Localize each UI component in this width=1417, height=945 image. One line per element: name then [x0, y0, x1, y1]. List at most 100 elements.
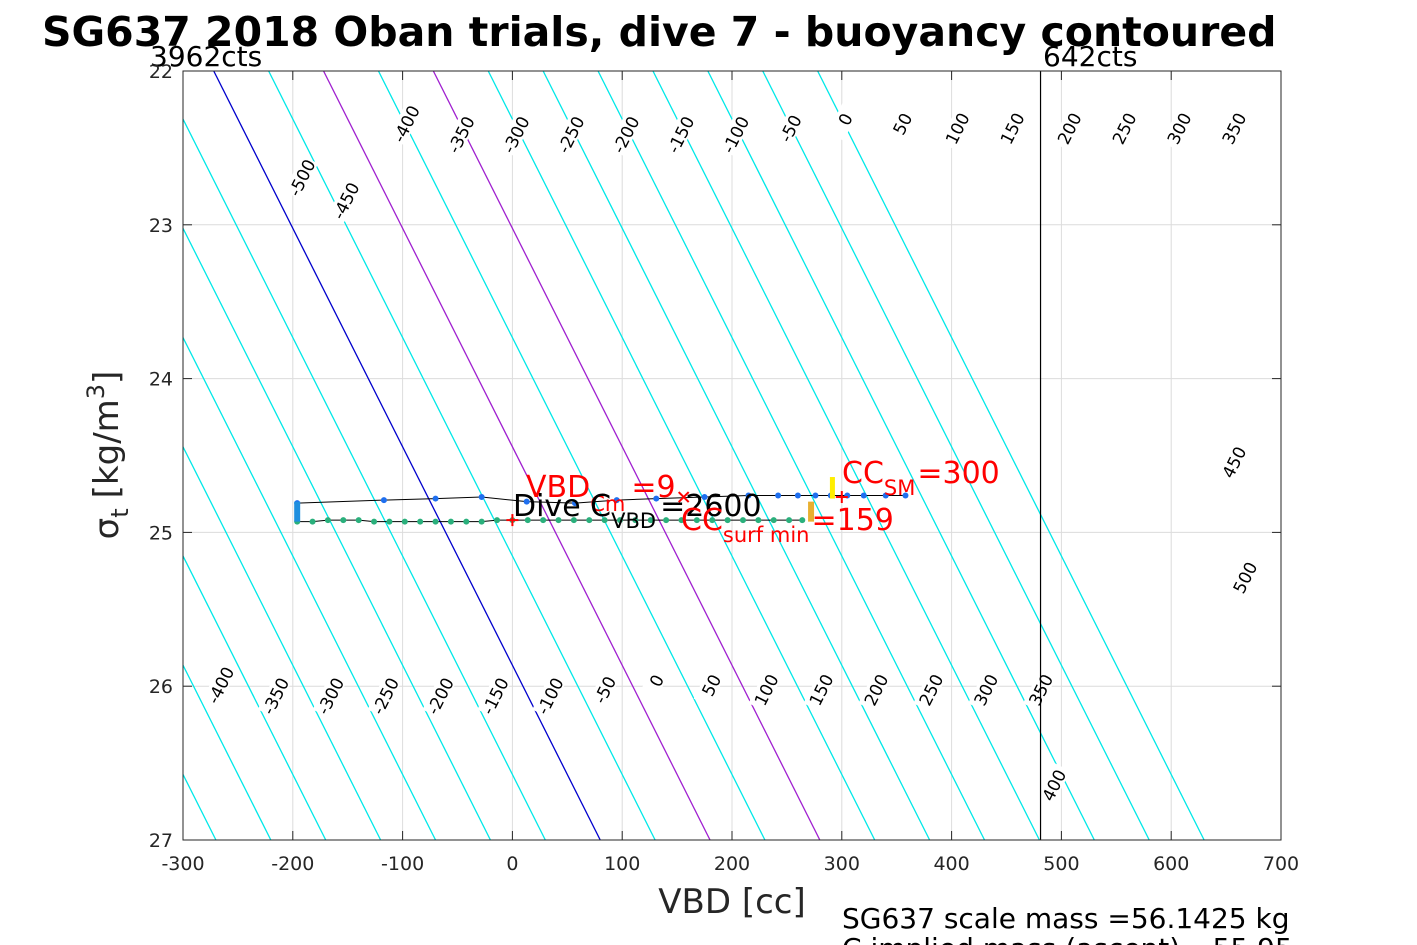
contour-line — [707, 71, 1095, 840]
y-axis-label-sup: 3 — [82, 384, 110, 399]
contour-label-bg — [553, 112, 588, 157]
contour-line — [183, 445, 382, 840]
cc-sm-sub: SM — [884, 476, 915, 500]
contour-line — [322, 71, 711, 840]
contour-label-bg — [1106, 106, 1141, 151]
contour-label-bg — [693, 662, 728, 707]
contour-label-bg — [312, 673, 347, 718]
x-tick-label: 400 — [933, 853, 969, 875]
contour-label: 0 — [638, 658, 673, 703]
contour-label-bg — [327, 178, 363, 223]
vbd-cm-main: VBD — [526, 470, 590, 505]
marker-symbols — [506, 491, 848, 527]
series-point — [701, 494, 708, 501]
series-point — [371, 518, 378, 525]
contour-label-bg — [587, 667, 622, 712]
series-point — [478, 518, 485, 525]
series-point — [401, 518, 408, 525]
left-point-cluster — [294, 501, 301, 522]
series-point — [775, 492, 782, 499]
vbd-cm-annotation: VBDCm =9 — [526, 470, 676, 516]
contour-label-bg — [367, 673, 402, 718]
series-point — [309, 518, 316, 525]
x-tick-label: 100 — [604, 853, 640, 875]
contour-line — [432, 71, 821, 840]
contour-line — [268, 71, 656, 840]
y-axis-label-main: σ — [87, 518, 127, 540]
y-tick-label: 23 — [149, 215, 173, 237]
x-tick-label: 200 — [714, 853, 750, 875]
y-axis-label: σt [kg/m3] — [82, 371, 134, 540]
footer-implied-mass: C implied mass (ascent) =55.95 — [842, 932, 1293, 945]
series-point — [432, 518, 439, 525]
y-axis-label-unit: [kg/m — [87, 399, 127, 498]
contour-label-bg — [748, 667, 783, 712]
series-point — [794, 492, 801, 499]
series-point — [882, 492, 889, 499]
contour-label-bg — [1216, 439, 1251, 484]
dive-c-annotation: Dive CVBD =2600 — [513, 489, 762, 533]
x-tick-label: -300 — [161, 853, 204, 875]
contour-label-bg — [803, 667, 838, 712]
x-tick-label: 300 — [824, 853, 860, 875]
series-point — [745, 492, 752, 499]
contour-line — [183, 554, 327, 840]
x-axis-label: VBD [cc] — [658, 882, 806, 922]
contour-label-bg — [1051, 106, 1086, 151]
y-tick-label: 22 — [149, 61, 173, 83]
contour-label-bg — [1036, 762, 1071, 807]
contour-label-bg — [532, 673, 567, 718]
cc-surf-main: CC — [681, 503, 723, 538]
series-point — [647, 517, 654, 524]
contour-label: 0 — [827, 96, 862, 141]
series-point — [380, 497, 387, 504]
contour-label-bg — [1161, 106, 1196, 151]
x-tick-label: -200 — [271, 853, 314, 875]
contour-label-bg — [994, 106, 1029, 151]
contour-label-bg — [884, 101, 919, 146]
series-point — [653, 495, 660, 502]
series-point — [432, 495, 439, 502]
series-point — [417, 518, 424, 525]
series-point — [540, 517, 547, 524]
contour-line — [183, 226, 492, 840]
x-tick-label: 600 — [1153, 853, 1189, 875]
contour-label-bg — [717, 112, 752, 157]
x-tick-label: 0 — [506, 853, 518, 875]
series-point — [555, 517, 562, 524]
series-point — [601, 517, 608, 524]
contour-label-bg — [257, 673, 292, 718]
series-point — [739, 517, 746, 524]
chart-title: SG637 2018 Oban trials, dive 7 - buoyanc… — [42, 8, 1276, 56]
series-point — [724, 517, 731, 524]
series-point — [355, 517, 362, 524]
axis-ticks: -300 -200 -100 0 100 200 300 400 500 600 700222324… — [149, 61, 1299, 875]
right-point-cluster — [808, 501, 815, 522]
contour-label-bg — [968, 667, 1003, 712]
y-tick-label: 27 — [149, 830, 173, 852]
vbd-cm-sub: Cm — [590, 492, 625, 516]
contour-line — [377, 71, 766, 840]
contour-label-bg — [284, 155, 319, 200]
corner-left-label: 3962cts — [150, 40, 262, 73]
cc-sm-main: CC — [842, 456, 884, 491]
y-tick-label: 24 — [149, 369, 173, 391]
series-point — [799, 517, 806, 524]
x-tick-label: 700 — [1263, 853, 1299, 875]
contour-line — [597, 71, 986, 840]
dive-c-sub: VBD — [611, 509, 656, 533]
dive-c-value: =2600 — [660, 489, 761, 524]
series-point — [632, 517, 639, 524]
contour-line — [183, 336, 437, 840]
series-point — [463, 518, 470, 525]
data-series — [294, 477, 909, 525]
series-point — [617, 517, 624, 524]
contour-label-bg — [202, 662, 237, 707]
contour-label-bg — [913, 667, 948, 712]
y-tick-label: 26 — [149, 676, 173, 698]
y-tick-label: 25 — [149, 522, 173, 544]
dive-c-main: Dive C — [513, 489, 611, 524]
contour-label-bg — [498, 112, 533, 157]
grid-lines — [183, 71, 1281, 840]
